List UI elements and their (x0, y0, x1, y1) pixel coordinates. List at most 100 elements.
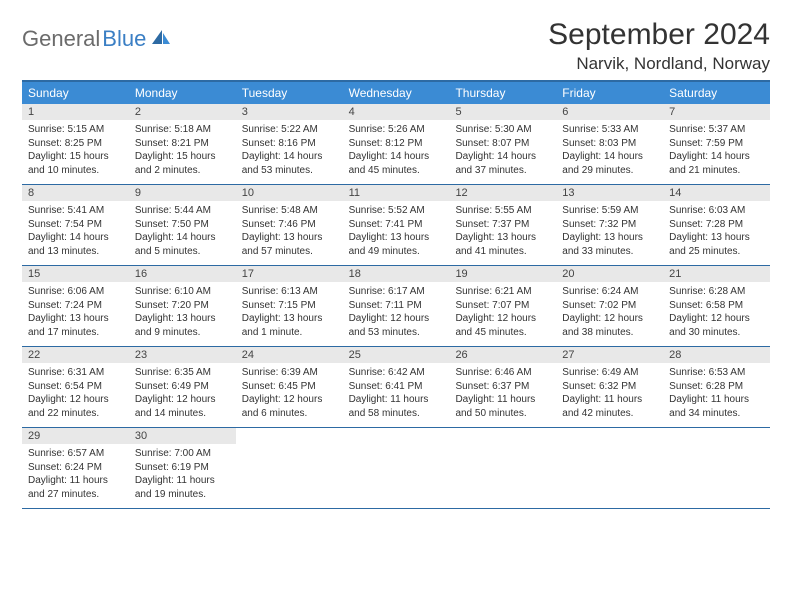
day-cell: 24Sunrise: 6:39 AMSunset: 6:45 PMDayligh… (236, 347, 343, 427)
day-cell: 27Sunrise: 6:49 AMSunset: 6:32 PMDayligh… (556, 347, 663, 427)
daylight-line: Daylight: 13 hours and 33 minutes. (562, 231, 657, 258)
day-cell: 21Sunrise: 6:28 AMSunset: 6:58 PMDayligh… (663, 266, 770, 346)
sunrise-line: Sunrise: 6:13 AM (242, 285, 337, 299)
daylight-line: Daylight: 12 hours and 14 minutes. (135, 393, 230, 420)
day-number: 9 (129, 185, 236, 201)
sunset-line: Sunset: 7:50 PM (135, 218, 230, 232)
sunrise-line: Sunrise: 5:55 AM (455, 204, 550, 218)
day-cell: 9Sunrise: 5:44 AMSunset: 7:50 PMDaylight… (129, 185, 236, 265)
daylight-line: Daylight: 14 hours and 5 minutes. (135, 231, 230, 258)
weekday-header: Tuesday (236, 82, 343, 104)
day-number: 6 (556, 104, 663, 120)
weekday-header: Saturday (663, 82, 770, 104)
daylight-line: Daylight: 14 hours and 29 minutes. (562, 150, 657, 177)
day-cell: 11Sunrise: 5:52 AMSunset: 7:41 PMDayligh… (343, 185, 450, 265)
header: GeneralBlue September 2024 Narvik, Nordl… (22, 18, 770, 74)
logo: GeneralBlue (22, 18, 172, 52)
title-block: September 2024 Narvik, Nordland, Norway (548, 18, 770, 74)
day-number: 28 (663, 347, 770, 363)
day-number: 7 (663, 104, 770, 120)
day-cell: 7Sunrise: 5:37 AMSunset: 7:59 PMDaylight… (663, 104, 770, 184)
daylight-line: Daylight: 14 hours and 37 minutes. (455, 150, 550, 177)
day-cell: 19Sunrise: 6:21 AMSunset: 7:07 PMDayligh… (449, 266, 556, 346)
sunset-line: Sunset: 8:16 PM (242, 137, 337, 151)
day-number: 15 (22, 266, 129, 282)
day-content: Sunrise: 5:41 AMSunset: 7:54 PMDaylight:… (22, 201, 129, 264)
day-cell: 4Sunrise: 5:26 AMSunset: 8:12 PMDaylight… (343, 104, 450, 184)
daylight-line: Daylight: 15 hours and 2 minutes. (135, 150, 230, 177)
day-number: 1 (22, 104, 129, 120)
sunrise-line: Sunrise: 5:22 AM (242, 123, 337, 137)
day-content: Sunrise: 6:35 AMSunset: 6:49 PMDaylight:… (129, 363, 236, 426)
sunset-line: Sunset: 6:49 PM (135, 380, 230, 394)
day-number: 26 (449, 347, 556, 363)
daylight-line: Daylight: 12 hours and 53 minutes. (349, 312, 444, 339)
day-number: 3 (236, 104, 343, 120)
location: Narvik, Nordland, Norway (548, 54, 770, 74)
day-cell: 26Sunrise: 6:46 AMSunset: 6:37 PMDayligh… (449, 347, 556, 427)
logo-text-1: General (22, 26, 100, 52)
day-cell: 22Sunrise: 6:31 AMSunset: 6:54 PMDayligh… (22, 347, 129, 427)
sunrise-line: Sunrise: 6:03 AM (669, 204, 764, 218)
daylight-line: Daylight: 13 hours and 17 minutes. (28, 312, 123, 339)
sunrise-line: Sunrise: 6:28 AM (669, 285, 764, 299)
day-cell: 8Sunrise: 5:41 AMSunset: 7:54 PMDaylight… (22, 185, 129, 265)
daylight-line: Daylight: 14 hours and 13 minutes. (28, 231, 123, 258)
empty-day-cell (449, 428, 556, 508)
sunrise-line: Sunrise: 6:49 AM (562, 366, 657, 380)
empty-day-cell (236, 428, 343, 508)
sunset-line: Sunset: 7:28 PM (669, 218, 764, 232)
sunrise-line: Sunrise: 7:00 AM (135, 447, 230, 461)
daylight-line: Daylight: 11 hours and 42 minutes. (562, 393, 657, 420)
day-content: Sunrise: 5:52 AMSunset: 7:41 PMDaylight:… (343, 201, 450, 264)
empty-day-cell (556, 428, 663, 508)
day-cell: 10Sunrise: 5:48 AMSunset: 7:46 PMDayligh… (236, 185, 343, 265)
sunset-line: Sunset: 7:41 PM (349, 218, 444, 232)
day-cell: 18Sunrise: 6:17 AMSunset: 7:11 PMDayligh… (343, 266, 450, 346)
sunrise-line: Sunrise: 5:48 AM (242, 204, 337, 218)
sunset-line: Sunset: 7:46 PM (242, 218, 337, 232)
sunset-line: Sunset: 7:54 PM (28, 218, 123, 232)
daylight-line: Daylight: 11 hours and 27 minutes. (28, 474, 123, 501)
daylight-line: Daylight: 11 hours and 50 minutes. (455, 393, 550, 420)
weekday-header: Thursday (449, 82, 556, 104)
empty-day-cell (343, 428, 450, 508)
sunset-line: Sunset: 7:24 PM (28, 299, 123, 313)
sunrise-line: Sunrise: 6:46 AM (455, 366, 550, 380)
weekday-header: Wednesday (343, 82, 450, 104)
sunset-line: Sunset: 8:12 PM (349, 137, 444, 151)
day-content: Sunrise: 6:46 AMSunset: 6:37 PMDaylight:… (449, 363, 556, 426)
day-number: 27 (556, 347, 663, 363)
day-content: Sunrise: 5:15 AMSunset: 8:25 PMDaylight:… (22, 120, 129, 183)
day-content: Sunrise: 6:57 AMSunset: 6:24 PMDaylight:… (22, 444, 129, 507)
day-content: Sunrise: 6:49 AMSunset: 6:32 PMDaylight:… (556, 363, 663, 426)
sunset-line: Sunset: 6:45 PM (242, 380, 337, 394)
daylight-line: Daylight: 13 hours and 25 minutes. (669, 231, 764, 258)
week-row: 22Sunrise: 6:31 AMSunset: 6:54 PMDayligh… (22, 347, 770, 428)
sunrise-line: Sunrise: 5:52 AM (349, 204, 444, 218)
day-content: Sunrise: 5:55 AMSunset: 7:37 PMDaylight:… (449, 201, 556, 264)
day-content: Sunrise: 6:39 AMSunset: 6:45 PMDaylight:… (236, 363, 343, 426)
day-cell: 3Sunrise: 5:22 AMSunset: 8:16 PMDaylight… (236, 104, 343, 184)
sunset-line: Sunset: 6:37 PM (455, 380, 550, 394)
day-cell: 2Sunrise: 5:18 AMSunset: 8:21 PMDaylight… (129, 104, 236, 184)
sunrise-line: Sunrise: 5:30 AM (455, 123, 550, 137)
day-cell: 28Sunrise: 6:53 AMSunset: 6:28 PMDayligh… (663, 347, 770, 427)
month-title: September 2024 (548, 18, 770, 52)
day-number: 18 (343, 266, 450, 282)
sunrise-line: Sunrise: 6:35 AM (135, 366, 230, 380)
daylight-line: Daylight: 11 hours and 19 minutes. (135, 474, 230, 501)
sunset-line: Sunset: 7:02 PM (562, 299, 657, 313)
logo-text-2: Blue (102, 26, 146, 52)
sunset-line: Sunset: 7:59 PM (669, 137, 764, 151)
day-number: 11 (343, 185, 450, 201)
day-content: Sunrise: 5:37 AMSunset: 7:59 PMDaylight:… (663, 120, 770, 183)
day-number: 10 (236, 185, 343, 201)
day-number: 21 (663, 266, 770, 282)
sunset-line: Sunset: 8:03 PM (562, 137, 657, 151)
day-number: 4 (343, 104, 450, 120)
day-cell: 30Sunrise: 7:00 AMSunset: 6:19 PMDayligh… (129, 428, 236, 508)
logo-sail-icon (150, 26, 172, 52)
day-cell: 12Sunrise: 5:55 AMSunset: 7:37 PMDayligh… (449, 185, 556, 265)
day-content: Sunrise: 5:22 AMSunset: 8:16 PMDaylight:… (236, 120, 343, 183)
